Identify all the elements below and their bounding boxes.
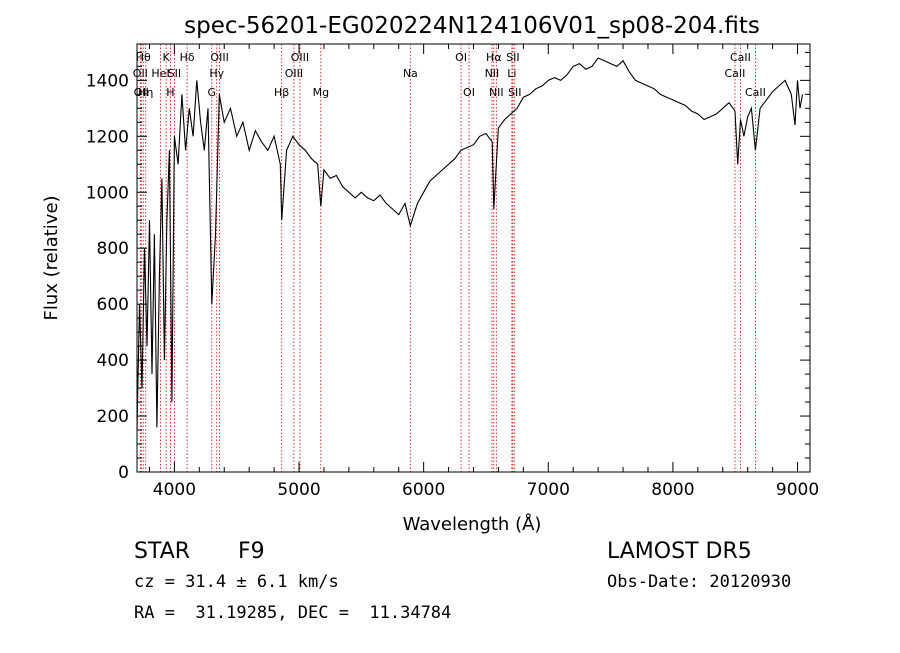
obs-date: Obs-Date: 20120930	[607, 572, 792, 592]
x-tick-label-4: 8000	[651, 480, 694, 500]
line-marker-label-16: Na	[403, 67, 418, 80]
spectrum-line	[136, 57, 804, 431]
line-marker-label-25: CaII	[725, 67, 746, 80]
line-marker-label-3: Hη	[138, 86, 153, 99]
line-marker-label-24: SII	[508, 86, 521, 99]
y-tick-label-7: 1400	[86, 71, 129, 91]
y-tick-label-4: 800	[97, 239, 129, 259]
line-marker-label-9: G	[208, 86, 217, 99]
x-tick-label-2: 6000	[402, 480, 445, 500]
coordinates: RA = 31.19285, DEC = 11.34784	[134, 603, 452, 623]
x-axis-label: Wavelength (Å)	[403, 513, 542, 535]
line-marker-label-12: Hβ	[274, 86, 289, 99]
y-tick-label-1: 200	[97, 407, 129, 427]
line-marker-label-20: Hα	[486, 51, 502, 64]
object-class: STAR	[134, 539, 191, 564]
x-tick-label-0: 4000	[153, 480, 196, 500]
redshift-value: cz = 31.4 ± 6.1 km/s	[134, 572, 339, 592]
chart-title: spec-56201-EG020224N124106V01_sp08-204.f…	[184, 13, 760, 39]
line-marker-label-13: OIII	[285, 67, 303, 80]
line-marker-label-11: OIII	[210, 51, 228, 64]
line-marker-label-6: H	[166, 86, 174, 99]
line-marker-label-27: CaII	[745, 86, 766, 99]
line-marker-label-14: OIII	[291, 51, 309, 64]
line-marker-label-26: CaII	[730, 51, 751, 64]
line-marker-label-4: HeI	[151, 67, 169, 80]
y-tick-label-2: 400	[97, 351, 129, 371]
line-marker-label-0: Hθ	[136, 51, 151, 64]
line-marker-label-1: OII	[133, 67, 148, 80]
line-marker-label-8: Hδ	[180, 51, 195, 64]
y-axis-label: Flux (relative)	[41, 195, 62, 320]
line-marker-label-15: Mg	[313, 86, 329, 99]
line-marker-label-7: SII	[168, 67, 181, 80]
survey-name: LAMOST DR5	[607, 539, 752, 564]
line-marker-label-21: NII	[489, 86, 504, 99]
line-marker-label-22: Li	[507, 67, 516, 80]
line-marker-label-18: OI	[463, 86, 475, 99]
line-marker-label-19: NII	[485, 67, 500, 80]
y-tick-label-6: 1200	[86, 127, 129, 147]
line-marker-label-17: OI	[455, 51, 467, 64]
x-tick-label-1: 5000	[277, 480, 320, 500]
line-marker-label-23: SII	[506, 51, 519, 64]
y-tick-label-5: 1000	[86, 183, 129, 203]
y-tick-label-0: 0	[118, 463, 129, 483]
x-tick-label-3: 7000	[527, 480, 570, 500]
line-marker-label-10: Hγ	[209, 67, 224, 80]
y-tick-label-3: 600	[97, 295, 129, 315]
plot-frame	[136, 43, 811, 473]
line-marker-label-5: K	[163, 51, 171, 64]
x-tick-label-5: 9000	[776, 480, 819, 500]
object-subclass: F9	[238, 539, 265, 564]
